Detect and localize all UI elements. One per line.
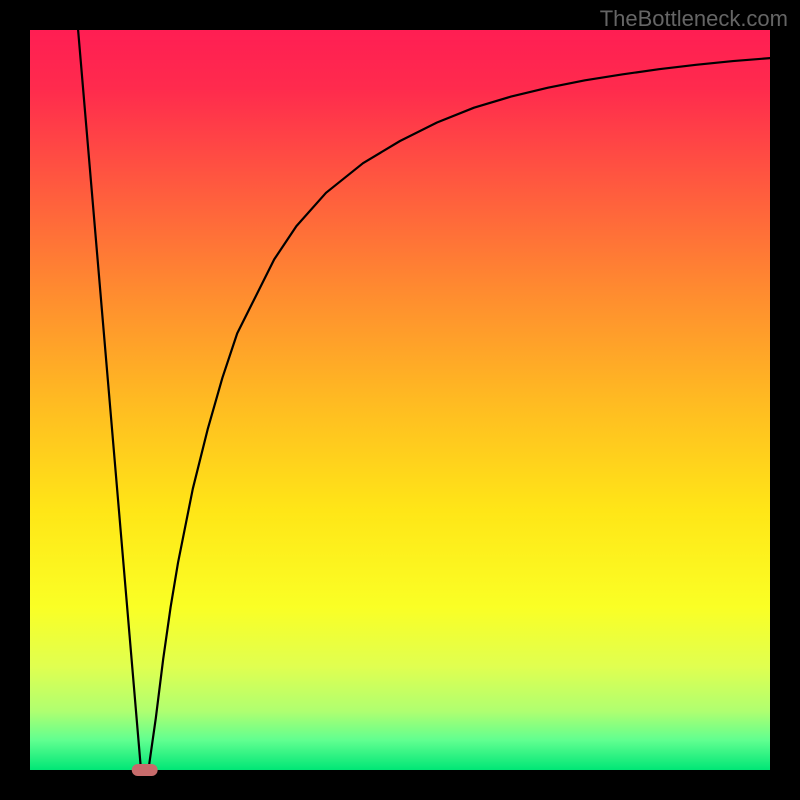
watermark-text: TheBottleneck.com <box>600 6 788 32</box>
chart-container: TheBottleneck.com <box>0 0 800 800</box>
optimal-marker <box>132 764 158 776</box>
chart-svg <box>0 0 800 800</box>
